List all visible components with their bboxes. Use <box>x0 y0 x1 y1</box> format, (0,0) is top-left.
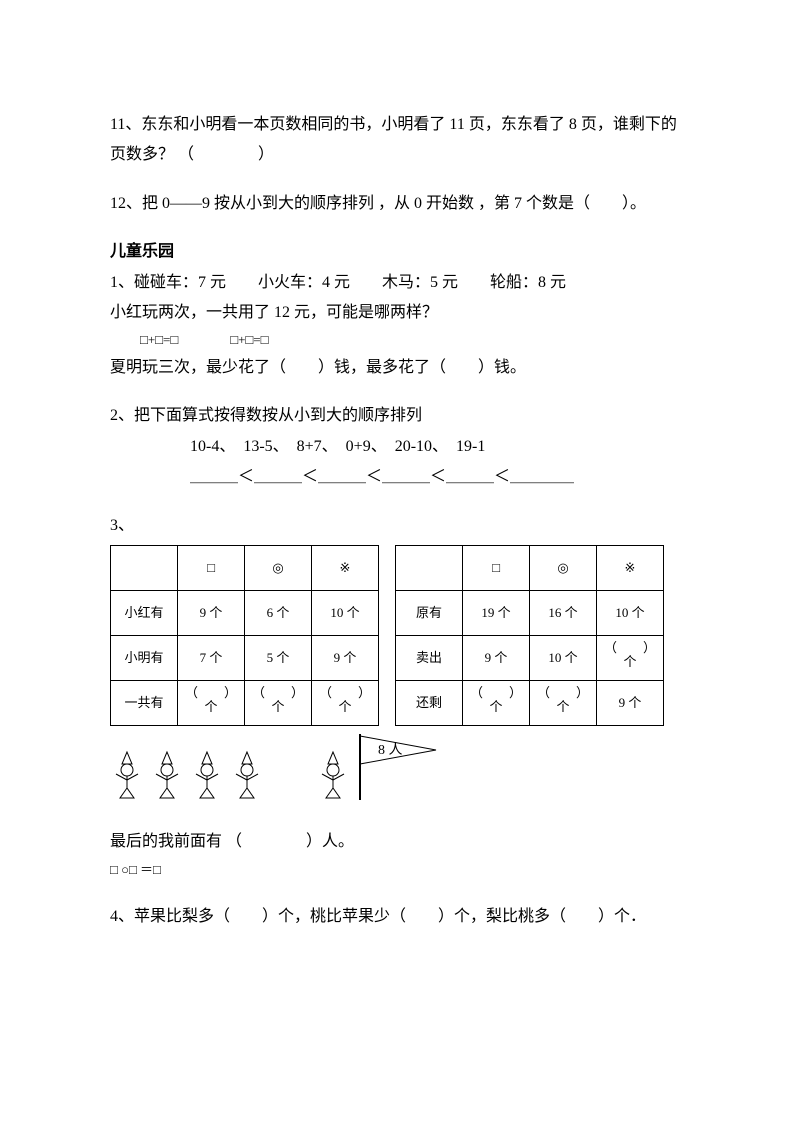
park-line1: 1、碰碰车：7 元 小火车：4 元 木马：5 元 轮船：8 元 <box>110 268 683 298</box>
person-icon <box>150 750 184 811</box>
park-equations: □+□=□ □+□=□ <box>140 328 683 353</box>
cell: （ ）个 <box>312 680 379 725</box>
question-4: 4、苹果比梨多（ ）个，桃比苹果少（ ）个，梨比桃多（ ）个． <box>110 902 683 932</box>
cell: （ ）个 <box>530 680 597 725</box>
park-line2: 小红玩两次，一共用了 12 元，可能是哪两样？ <box>110 298 683 328</box>
cell: （ ）个 <box>463 680 530 725</box>
cell: 小明有 <box>111 635 178 680</box>
park-heading: 儿童乐园 <box>110 237 683 267</box>
cell: □ <box>178 545 245 590</box>
cell: 还剩 <box>396 680 463 725</box>
worksheet-page: 11、东东和小明看一本页数相同的书，小明看了 11 页，东东看了 8 页，谁剩下… <box>0 0 793 993</box>
question-12: 12、把 0——9 按从小到大的顺序排列 ，从 0 开始数 ，第 7 个数是（ … <box>110 189 683 219</box>
table-a: □ ◎ ※ 小红有 9 个 6 个 10 个 小明有 7 个 5 个 9 个 <box>110 545 379 726</box>
q2-expressions: 10-4、 13-5、 8+7、 0+9、 20-10、 19-1 <box>190 432 683 462</box>
cell: 10 个 <box>530 635 597 680</box>
figure-row: 8 人 <box>110 734 683 811</box>
cell: （ ）个 <box>597 635 664 680</box>
table-row: 卖出 9 个 10 个 （ ）个 <box>396 635 664 680</box>
person-icon <box>110 750 144 811</box>
question-2: 2、把下面算式按得数按从小到大的顺序排列 10-4、 13-5、 8+7、 0+… <box>110 401 683 492</box>
cell: 10 个 <box>597 590 664 635</box>
cell: 原有 <box>396 590 463 635</box>
cell: 6 个 <box>245 590 312 635</box>
park-line3: 夏明玩三次，最少花了（ ）钱，最多花了（ ）钱。 <box>110 353 683 383</box>
flag-icon: 8 人 <box>356 734 446 811</box>
cell: 9 个 <box>597 680 664 725</box>
q2-blanks: ＿＿＿＜＿＿＿＜＿＿＿＜＿＿＿＜＿＿＿＜＿＿＿＿ <box>190 462 683 492</box>
cell: 9 个 <box>178 590 245 635</box>
question-3: 3、 □ ◎ ※ 小红有 9 个 6 个 10 个 小明有 7 个 <box>110 511 683 883</box>
question-11: 11、东东和小明看一本页数相同的书，小明看了 11 页，东东看了 8 页，谁剩下… <box>110 110 683 171</box>
person-icon <box>230 750 264 811</box>
table-row: 原有 19 个 16 个 10 个 <box>396 590 664 635</box>
cell: ◎ <box>530 545 597 590</box>
q3-label: 3、 <box>110 511 683 541</box>
figure-question: 最后的我前面有 （ ）人。 <box>110 827 683 857</box>
table-row: 小明有 7 个 5 个 9 个 <box>111 635 379 680</box>
table-row: 还剩 （ ）个 （ ）个 9 个 <box>396 680 664 725</box>
cell: （ ）个 <box>178 680 245 725</box>
tables-row: □ ◎ ※ 小红有 9 个 6 个 10 个 小明有 7 个 5 个 9 个 <box>110 545 683 726</box>
cell: 卖出 <box>396 635 463 680</box>
table-row: 小红有 9 个 6 个 10 个 <box>111 590 379 635</box>
flag-label: 8 人 <box>378 742 403 758</box>
table-row: □ ◎ ※ <box>396 545 664 590</box>
park-section: 儿童乐园 1、碰碰车：7 元 小火车：4 元 木马：5 元 轮船：8 元 小红玩… <box>110 237 683 383</box>
cell: 小红有 <box>111 590 178 635</box>
cell: ◎ <box>245 545 312 590</box>
table-row: □ ◎ ※ <box>111 545 379 590</box>
table-b: □ ◎ ※ 原有 19 个 16 个 10 个 卖出 9 个 10 个 （ ）个 <box>395 545 664 726</box>
q2-title: 2、把下面算式按得数按从小到大的顺序排列 <box>110 401 683 431</box>
cell <box>111 545 178 590</box>
cell: 10 个 <box>312 590 379 635</box>
cell: 一共有 <box>111 680 178 725</box>
cell: 9 个 <box>463 635 530 680</box>
person-icon <box>316 750 350 811</box>
cell: （ ）个 <box>245 680 312 725</box>
table-row: 一共有 （ ）个 （ ）个 （ ）个 <box>111 680 379 725</box>
cell: 7 个 <box>178 635 245 680</box>
cell: 5 个 <box>245 635 312 680</box>
person-icon <box>190 750 224 811</box>
cell: □ <box>463 545 530 590</box>
cell: 16 个 <box>530 590 597 635</box>
cell: ※ <box>597 545 664 590</box>
cell: 9 个 <box>312 635 379 680</box>
figure-equation: □ ○□ ＝□ <box>110 858 683 883</box>
cell <box>396 545 463 590</box>
cell: ※ <box>312 545 379 590</box>
cell: 19 个 <box>463 590 530 635</box>
